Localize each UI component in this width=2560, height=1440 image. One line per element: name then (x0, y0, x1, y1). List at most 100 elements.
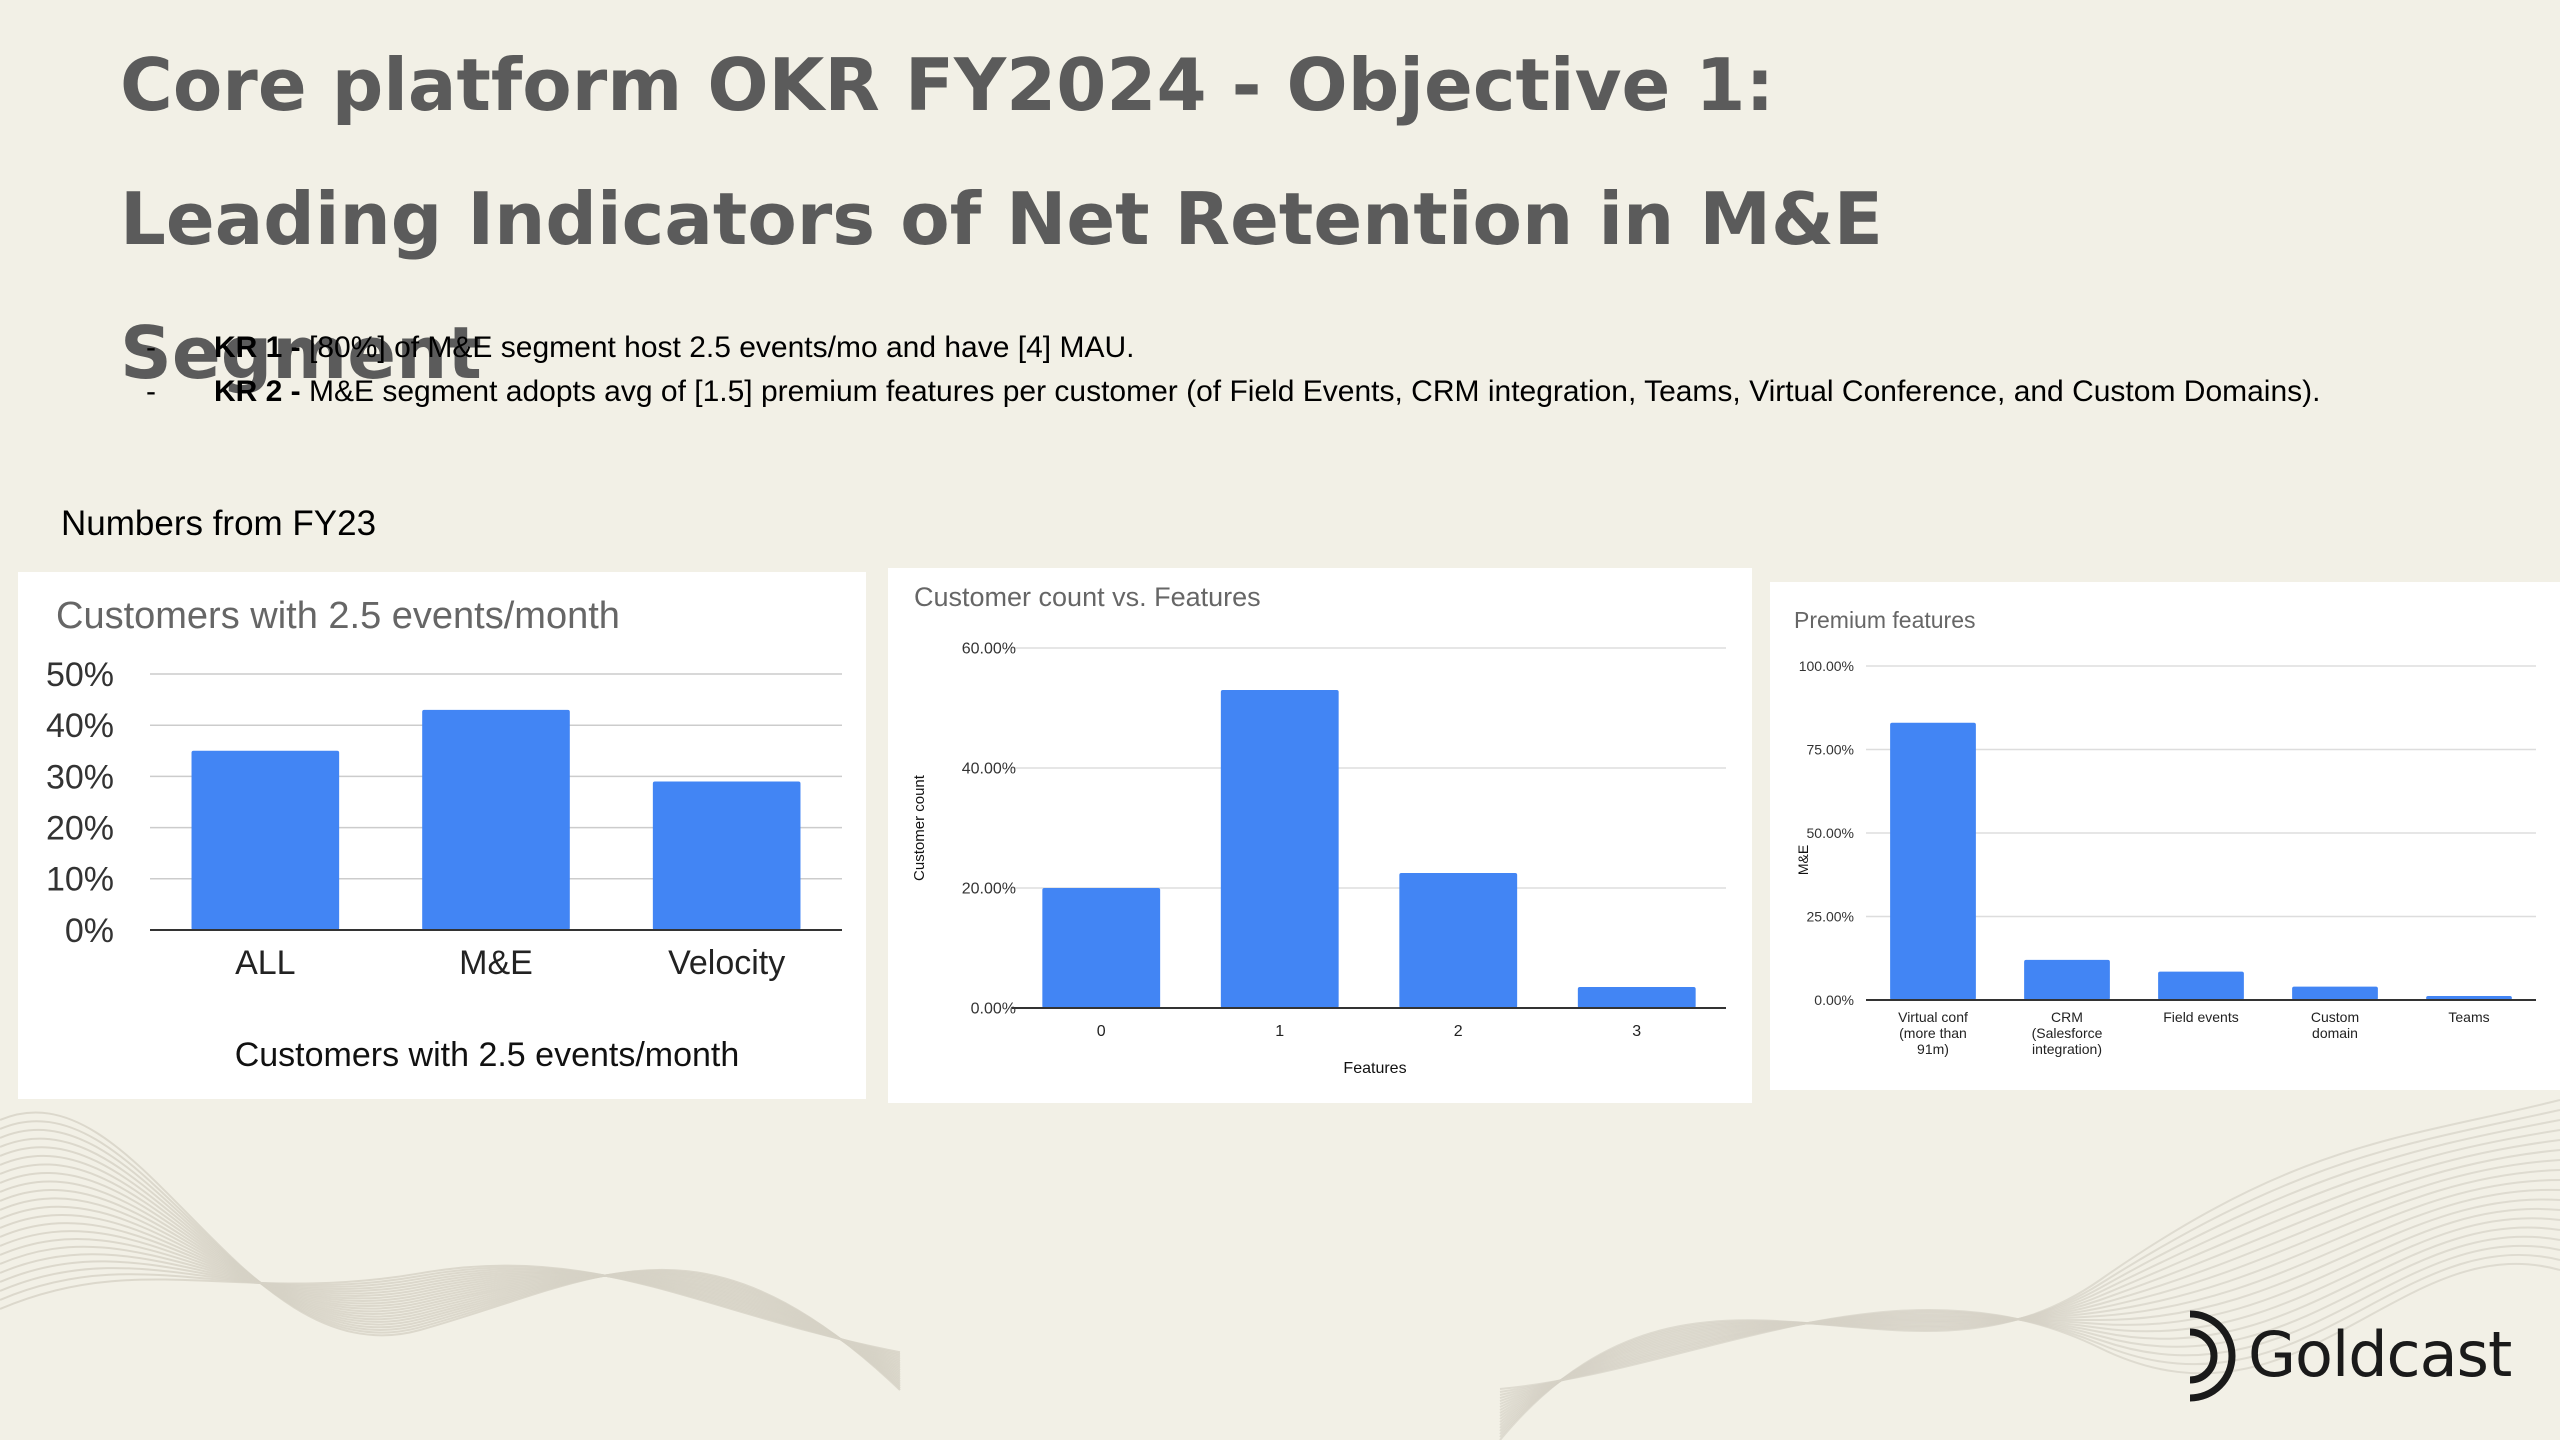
wave-line (0, 1155, 901, 1382)
chart-events-per-month: Customers with 2.5 events/month 0% 10% 20% 3… (46, 595, 842, 1074)
wave-line (0, 1230, 901, 1366)
wave-line (1499, 1188, 2560, 1414)
wave-line (0, 1266, 901, 1355)
wave-line (1499, 1179, 2560, 1417)
wave-line (1499, 1119, 2560, 1435)
x-tick-label: 0 (1097, 1023, 1106, 1040)
wave-line (0, 1260, 901, 1359)
y-tick-label: 30% (46, 758, 114, 796)
x-tick-label: Virtual conf (1898, 1009, 1968, 1025)
logo-text: Goldcast (2248, 1318, 2512, 1391)
y-tick-label: 100.00% (1799, 658, 1854, 674)
y-tick-label: 40% (46, 707, 114, 745)
wave-line (1499, 1217, 2560, 1405)
key-result-label: KR 1 - (214, 331, 301, 364)
wave-line (1499, 1109, 2560, 1438)
y-tick-label: 20% (46, 810, 114, 848)
y-tick-label: 75.00% (1807, 741, 1854, 757)
x-tick-label: CRM (2051, 1009, 2083, 1025)
y-tick-label: 20.00% (962, 881, 1016, 898)
wave-line (0, 1129, 901, 1388)
y-tick-label: 0.00% (971, 1001, 1016, 1018)
y-tick-label: 25.00% (1807, 908, 1854, 924)
wave-line (1499, 1139, 2560, 1429)
wave-line (0, 1205, 901, 1372)
y-axis-label: Customer count (911, 774, 928, 881)
bullet-dash: - (146, 331, 156, 364)
wave-line (0, 1197, 901, 1373)
x-tick-label: ALL (235, 944, 296, 982)
goldcast-logo: Goldcast (2186, 1300, 2526, 1402)
wave-line (0, 1163, 901, 1381)
wave-line (0, 1267, 901, 1357)
wave-line (0, 1120, 901, 1389)
y-tick-label: 10% (46, 861, 114, 899)
wave-line (1499, 1149, 2560, 1426)
wave-line (1499, 1198, 2560, 1411)
bar (1890, 722, 1976, 1000)
x-axis-label: Features (1343, 1060, 1406, 1077)
goldcast-logo-icon (2189, 1310, 2236, 1402)
wave-line (1499, 1226, 2560, 1402)
wave-line (0, 1111, 901, 1391)
x-tick-label: domain (2312, 1025, 2358, 1041)
y-tick-label: 40.00% (962, 761, 1016, 778)
chart-title: Premium features (1794, 607, 1976, 633)
key-result-text: M&E segment adopts avg of [1.5] premium … (300, 375, 2321, 408)
x-tick-label: Field events (2163, 1009, 2238, 1025)
bar (1577, 987, 1696, 1008)
y-tick-label: 60.00% (962, 641, 1016, 658)
x-tick-label: integration) (2032, 1041, 2102, 1057)
x-tick-label: Custom (2311, 1009, 2359, 1025)
wave-line (1499, 1244, 2560, 1396)
numbers-from-label: Numbers from FY23 (61, 504, 377, 543)
wave-line (1499, 1253, 2560, 1393)
wave-line (0, 1137, 901, 1386)
bar (191, 750, 340, 930)
x-tick-label: Velocity (668, 944, 785, 982)
wave-line (1499, 1235, 2560, 1399)
bullet-dash: - (146, 375, 156, 408)
x-tick-label: (more than (1899, 1025, 1967, 1041)
bar (1220, 690, 1339, 1008)
bar (2426, 995, 2512, 1000)
x-tick-label: 3 (1632, 1023, 1641, 1040)
wave-line (0, 1222, 901, 1368)
key-result-label: KR 2 - (214, 375, 301, 408)
x-tick-label: 91m) (1917, 1041, 1949, 1057)
wave-line (1499, 1263, 2560, 1390)
wave-line (0, 1264, 901, 1354)
chart-panel-premium: Premium features 0.00% 25.00% 50.00% 75.00% 1… (1770, 582, 2560, 1090)
chart-customer-count-features: Customer count vs. Features 0.00% 20.00% 40… (911, 582, 1726, 1077)
wave-line (1499, 1159, 2560, 1423)
chart-title: Customer count vs. Features (914, 582, 1261, 612)
bar (1399, 873, 1518, 1008)
bar (652, 781, 801, 930)
wave-line (1499, 1099, 2560, 1440)
y-tick-label: 50% (46, 656, 114, 694)
x-tick-label: M&E (459, 944, 533, 982)
y-tick-label: 0.00% (1814, 992, 1854, 1008)
x-axis-label: Customers with 2.5 events/month (235, 1036, 740, 1074)
bar (1042, 888, 1161, 1008)
key-result-item: - KR 2 - M&E segment adopts avg of [1.5] … (146, 370, 2406, 414)
wave-line (1499, 1169, 2560, 1420)
wave-line (1499, 1207, 2560, 1408)
x-tick-label: 2 (1454, 1023, 1463, 1040)
x-tick-label: (Salesforce (2032, 1025, 2103, 1041)
key-result-item: - KR 1 - [80%] of M&E segment host 2.5 ev… (146, 326, 2406, 370)
wave-line (0, 1180, 901, 1377)
y-tick-label: 50.00% (1807, 825, 1854, 841)
chart-panel-events: Customers with 2.5 events/month 0% 10% 20% 3… (18, 572, 866, 1099)
page-title: Core platform OKR FY2024 - Objective 1: … (120, 43, 1883, 395)
wave-line (0, 1172, 901, 1379)
wave-line (0, 1238, 901, 1364)
chart-title: Customers with 2.5 events/month (56, 595, 620, 637)
bar (2024, 959, 2110, 1000)
wave-line (0, 1146, 901, 1384)
bar (2292, 986, 2378, 1000)
wave-line (1499, 1129, 2560, 1432)
wave-line (0, 1188, 901, 1375)
bar (422, 709, 570, 930)
wave-line (0, 1253, 901, 1361)
